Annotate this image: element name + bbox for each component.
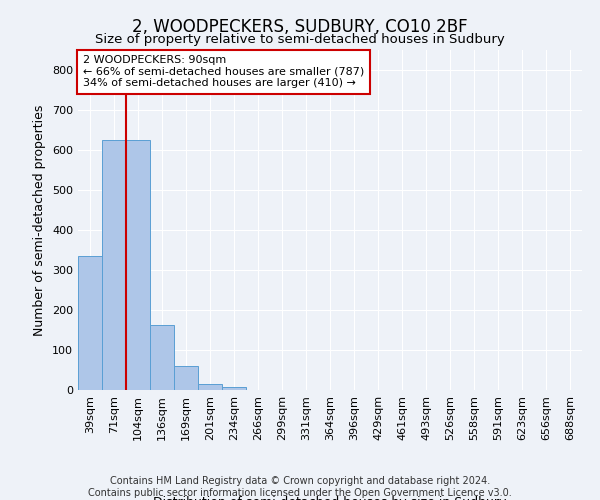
Bar (126, 140, 150, 390)
Text: 2 WOODPECKERS: 90sqm
← 66% of semi-detached houses are smaller (787)
34% of semi: 2 WOODPECKERS: 90sqm ← 66% of semi-detac… (83, 55, 364, 88)
Bar (198, 384, 222, 390)
X-axis label: Distribution of semi-detached houses by size in Sudbury: Distribution of semi-detached houses by … (154, 496, 506, 500)
Text: Size of property relative to semi-detached houses in Sudbury: Size of property relative to semi-detach… (95, 32, 505, 46)
Bar (78, 256, 102, 390)
Text: Contains HM Land Registry data © Crown copyright and database right 2024.
Contai: Contains HM Land Registry data © Crown c… (88, 476, 512, 498)
Bar (222, 387, 246, 390)
Bar (150, 325, 174, 390)
Y-axis label: Number of semi-detached properties: Number of semi-detached properties (34, 104, 46, 336)
Bar (102, 140, 126, 390)
Bar (174, 366, 198, 390)
Text: 2, WOODPECKERS, SUDBURY, CO10 2BF: 2, WOODPECKERS, SUDBURY, CO10 2BF (132, 18, 468, 36)
